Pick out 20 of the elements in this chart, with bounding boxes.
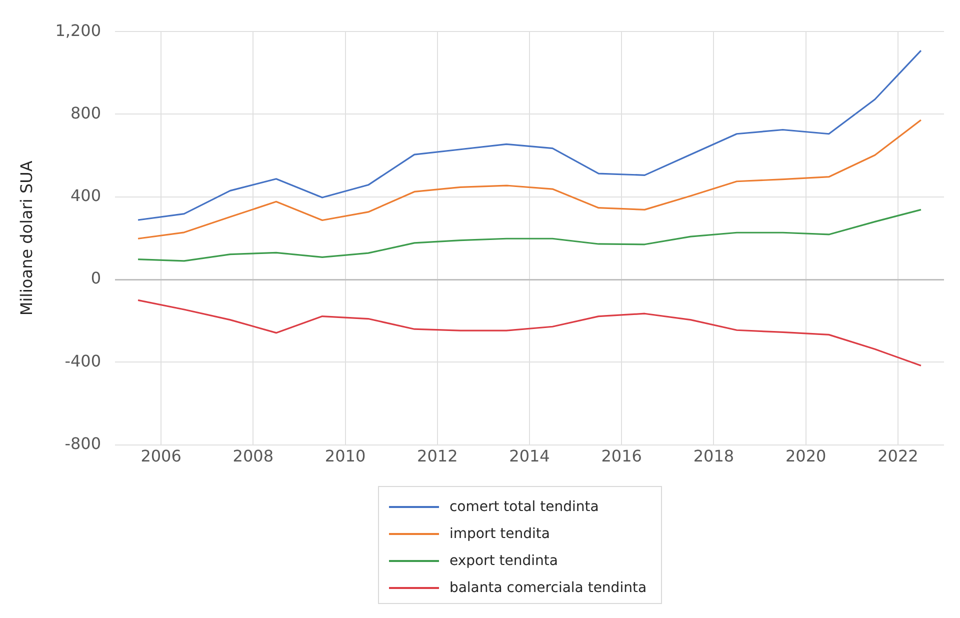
y-tick-label: -400 bbox=[64, 351, 102, 370]
legend-label: comert total tendinta bbox=[449, 498, 599, 514]
x-tick-label: 2022 bbox=[878, 446, 918, 466]
y-tick-label: 800 bbox=[70, 103, 102, 122]
legend-label: balanta comerciala tendinta bbox=[449, 580, 647, 596]
x-tick-label: 2012 bbox=[417, 446, 458, 466]
x-tick-label: 2014 bbox=[509, 446, 550, 466]
legend-label: export tendinta bbox=[449, 552, 558, 568]
x-tick-label: 2020 bbox=[785, 446, 826, 466]
x-tick-label: 2008 bbox=[232, 446, 274, 466]
x-tick-label: 2018 bbox=[693, 446, 734, 466]
x-tick-label: 2010 bbox=[324, 446, 366, 466]
y-tick-label: 0 bbox=[90, 268, 102, 288]
x-tick-label: 2016 bbox=[601, 446, 642, 466]
y-tick-label: 1,200 bbox=[55, 20, 102, 40]
y-tick-label: -800 bbox=[64, 434, 102, 453]
y-tick-label: 400 bbox=[70, 186, 102, 206]
legend-label: import tendita bbox=[449, 526, 550, 542]
y-axis-title: Milioane dolari SUA bbox=[16, 160, 36, 316]
x-tick-label: 2006 bbox=[140, 446, 182, 466]
